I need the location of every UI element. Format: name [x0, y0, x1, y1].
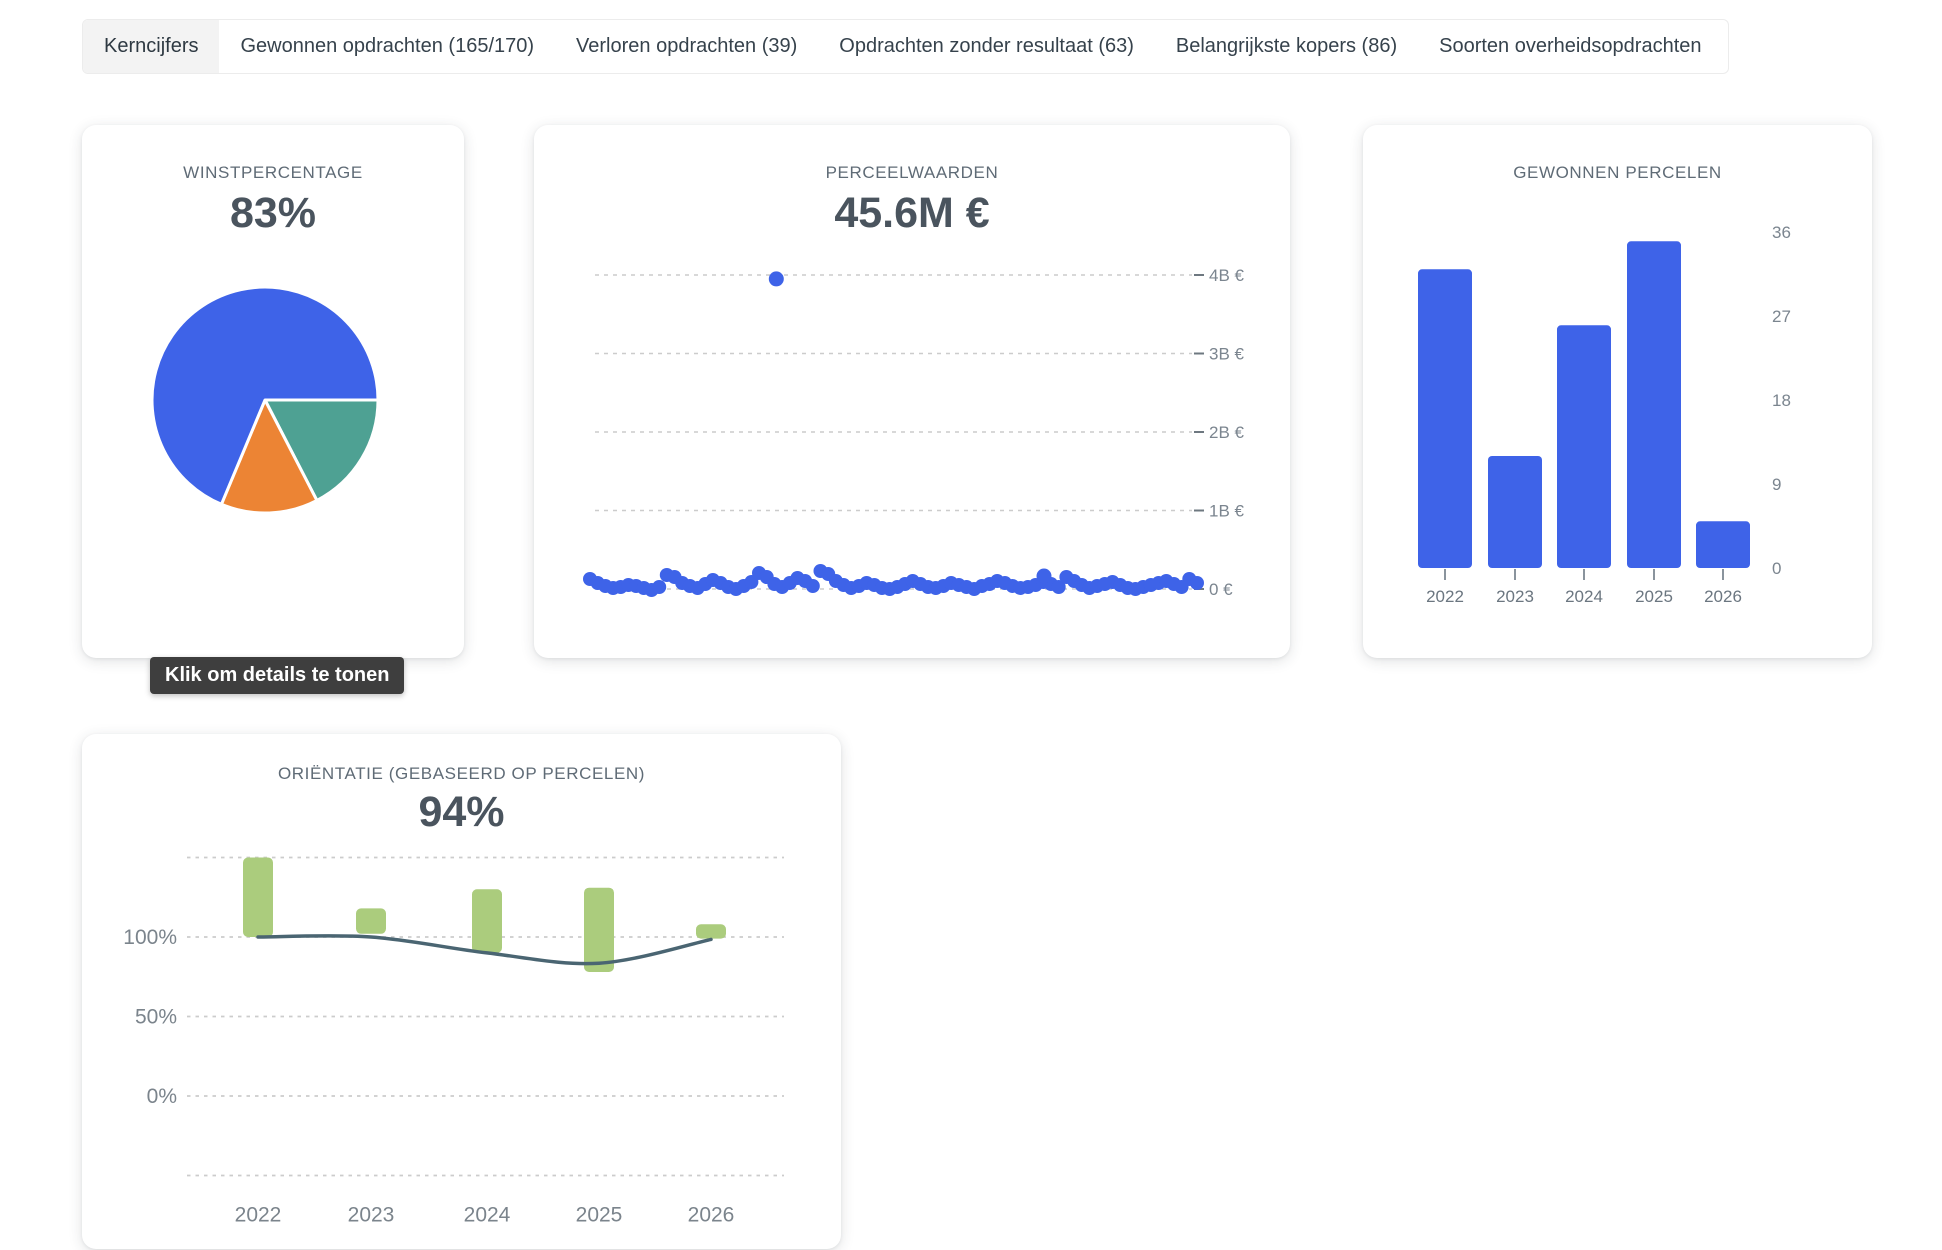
scatter-dot[interactable] — [1051, 580, 1066, 594]
y-axis-label: 100% — [123, 926, 177, 949]
y-axis-label: 27 — [1772, 307, 1791, 326]
pie-segment-teal[interactable] — [263, 398, 380, 502]
x-axis-label: 2024 — [464, 1204, 511, 1227]
pie-segment-orange[interactable] — [219, 398, 319, 515]
x-axis-label: 2025 — [1635, 587, 1673, 606]
pie-segment-blue[interactable] — [150, 285, 380, 506]
scatter-dot[interactable] — [805, 579, 820, 593]
x-axis-label: 2026 — [688, 1204, 735, 1227]
gewonnen-bar-chart[interactable]: 0 9 18 27 36 2022 2023 2024 2025 2026 — [1363, 125, 1872, 658]
winst-value: 83% — [229, 189, 317, 237]
tooltip-klik-details: Klik om details te tonen — [150, 657, 405, 694]
y-axis-label: 3B € — [1209, 345, 1245, 364]
y-axis-label: 0% — [147, 1085, 177, 1108]
orientatie-title: ORIËNTATIE (GEBASEERD OP PERCELEN) — [277, 764, 646, 783]
tab-kerncijfers[interactable]: Kerncijfers — [83, 20, 220, 73]
bar-2022[interactable] — [1418, 269, 1472, 568]
bar-2023[interactable] — [1488, 456, 1542, 568]
tab-soorten-overheidsopdrachten[interactable]: Soorten overheidsopdrachten — [1439, 35, 1702, 57]
tab-bar: Kerncijfers Gewonnen opdrachten (165/170)… — [82, 19, 1729, 74]
scatter-dot[interactable] — [1190, 576, 1204, 590]
scatter-dot-highlight[interactable] — [1036, 568, 1052, 584]
tab-verloren-opdrachten[interactable]: Verloren opdrachten (39) — [576, 35, 798, 57]
x-axis-label: 2022 — [1426, 587, 1464, 606]
y-axis-label: 18 — [1772, 391, 1791, 410]
card-winstpercentage[interactable]: WINSTPERCENTAGE 83% — [82, 125, 464, 658]
tab-gewonnen-opdrachten[interactable]: Gewonnen opdrachten (165/170) — [240, 35, 535, 57]
trend-line[interactable] — [256, 934, 713, 966]
x-axis-label: 2024 — [1565, 587, 1603, 606]
x-axis-label: 2023 — [1496, 587, 1534, 606]
y-axis-label: 9 — [1772, 475, 1781, 494]
range-bar-2025[interactable] — [584, 887, 614, 972]
tab-opdrachten-zonder-resultaat[interactable]: Opdrachten zonder resultaat (63) — [839, 35, 1134, 57]
winst-pie-chart[interactable] — [82, 125, 464, 658]
y-axis-label: 36 — [1772, 223, 1791, 242]
x-axis-label: 2026 — [1704, 587, 1742, 606]
x-axis-label: 2022 — [235, 1204, 282, 1227]
y-axis-label: 0 € — [1209, 580, 1233, 599]
range-bar-2023[interactable] — [356, 908, 386, 934]
orientatie-combo-chart[interactable]: 100% 50% 0% 2022 2023 2024 2025 2026 — [82, 734, 841, 1249]
range-bar-2026[interactable] — [696, 924, 726, 939]
x-axis-label: 2023 — [348, 1204, 395, 1227]
y-axis-label: 50% — [135, 1006, 177, 1029]
orientatie-value: 94% — [418, 788, 505, 836]
bar-2025[interactable] — [1627, 241, 1681, 569]
range-bar-2024[interactable] — [472, 889, 502, 953]
x-axis-label: 2025 — [576, 1204, 623, 1227]
bar-2024[interactable] — [1557, 325, 1611, 568]
perceel-title: PERCEELWAARDEN — [825, 163, 999, 182]
card-orientatie[interactable]: ORIËNTATIE (GEBASEERD OP PERCELEN) 94% 1… — [82, 734, 841, 1249]
bar-2026[interactable] — [1696, 521, 1750, 568]
range-bar-2022[interactable] — [243, 857, 273, 938]
tab-belangrijkste-kopers[interactable]: Belangrijkste kopers (86) — [1175, 35, 1398, 57]
y-axis-label: 0 — [1772, 559, 1781, 578]
winst-title: WINSTPERCENTAGE — [183, 163, 363, 182]
y-axis-label: 2B € — [1209, 423, 1245, 442]
y-axis-label: 1B € — [1209, 502, 1245, 521]
gewonnen-title: GEWONNEN PERCELEN — [1513, 163, 1722, 182]
scatter-dot[interactable] — [652, 580, 667, 594]
card-perceelwaarden[interactable]: PERCEELWAARDEN 45.6M € 4B € 3B € 2B € 1B € 0… — [534, 125, 1290, 658]
card-gewonnen-percelen[interactable]: GEWONNEN PERCELEN 0 9 18 27 36 2022 2023 2024 20… — [1363, 125, 1872, 658]
y-axis-label: 4B € — [1209, 266, 1245, 285]
perceel-value: 45.6M € — [834, 189, 990, 237]
scatter-dot-outlier[interactable] — [768, 271, 784, 287]
perceel-scatter-chart[interactable]: 4B € 3B € 2B € 1B € 0 € — [534, 125, 1290, 658]
